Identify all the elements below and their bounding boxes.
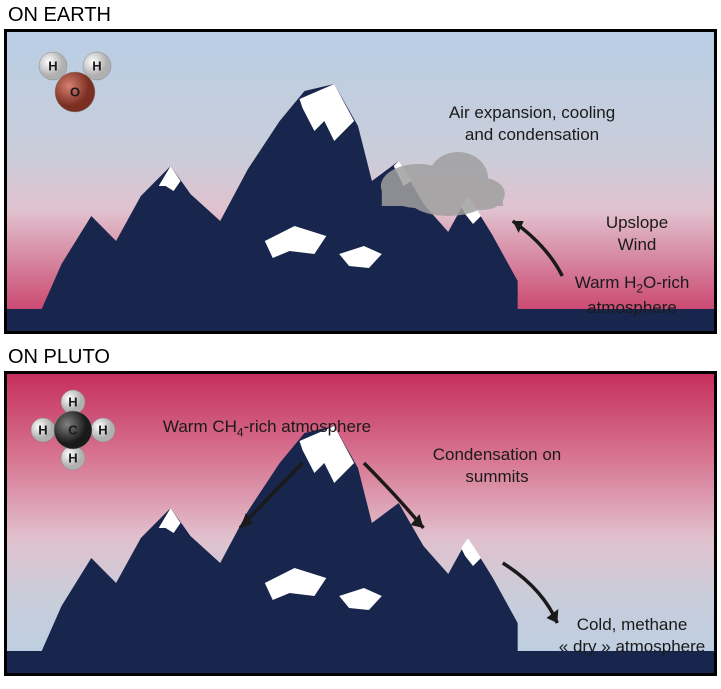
upslope-arrow-icon bbox=[513, 221, 563, 276]
pluto-warm-atm-label: Warm CH4-rich atmosphere bbox=[137, 416, 397, 441]
earth-atmosphere-label: Warm H2O-richatmosphere bbox=[552, 272, 712, 319]
diagram-container: ON EARTH H H O bbox=[0, 0, 721, 680]
pluto-panel: H H H H C bbox=[4, 371, 717, 676]
upslope-label: Upslope Wind bbox=[577, 212, 697, 256]
pluto-cold-atm-label: Cold, methane « dry » atmosphere bbox=[547, 614, 717, 658]
expansion-label: Air expansion, cooling and condensation bbox=[412, 102, 652, 146]
earth-panel: H H O bbox=[4, 29, 717, 334]
pluto-title: ON PLUTO bbox=[8, 346, 717, 369]
pluto-panel-wrapper: ON PLUTO H H H H C bbox=[4, 346, 717, 676]
earth-title: ON EARTH bbox=[8, 4, 717, 27]
earth-panel-wrapper: ON EARTH H H O bbox=[4, 4, 717, 334]
condensation-label: Condensation on summits bbox=[397, 444, 597, 488]
